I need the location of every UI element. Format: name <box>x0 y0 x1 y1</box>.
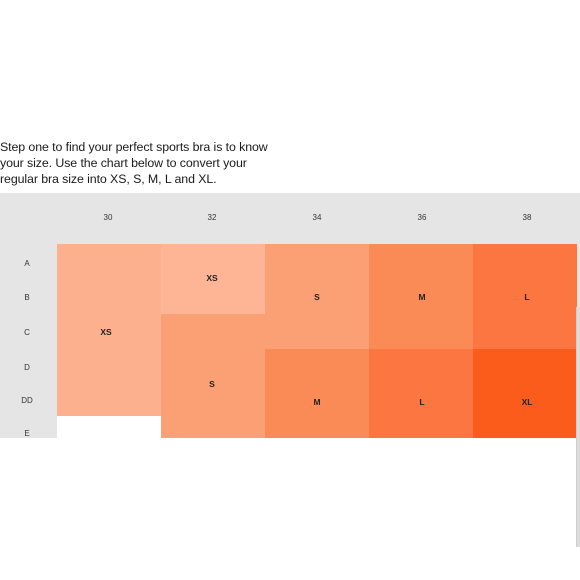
intro-line-2: your size. Use the chart below to conver… <box>0 156 247 170</box>
l-region-36 <box>369 349 473 438</box>
size-label-xl: XL <box>521 397 533 407</box>
xs-region-32 <box>161 244 265 314</box>
size-chart: 30 32 34 36 38 A B C D DD E XS XS S S M … <box>0 193 580 438</box>
intro-line-3: regular bra size into XS, S, M, L and XL… <box>0 172 217 186</box>
s-region-34 <box>265 244 369 349</box>
cup-label-b: B <box>24 293 30 302</box>
scrollbar[interactable] <box>576 307 580 547</box>
cup-label-c: C <box>24 328 30 337</box>
band-label-34: 34 <box>312 213 322 222</box>
size-label-s: S <box>314 292 320 302</box>
size-label-l: L <box>419 397 425 407</box>
band-label-38: 38 <box>522 213 532 222</box>
cup-label-d: D <box>24 363 30 372</box>
xs-region-30 <box>57 244 161 416</box>
band-label-36: 36 <box>417 213 427 222</box>
intro-line-1: Step one to find your perfect sports bra… <box>0 140 268 154</box>
band-label-32: 32 <box>207 213 217 222</box>
intro-text: Step one to find your perfect sports bra… <box>0 139 320 187</box>
size-label-l: L <box>524 292 530 302</box>
empty-cell-30-e <box>57 416 161 438</box>
m-region-34 <box>265 349 369 438</box>
cup-label-a: A <box>24 259 30 268</box>
m-region-36 <box>369 244 473 349</box>
size-label-xs: XS <box>100 327 112 337</box>
cup-label-e: E <box>24 429 30 438</box>
cup-label-dd: DD <box>21 396 33 405</box>
size-label-s: S <box>209 379 215 389</box>
size-label-m: M <box>418 292 426 302</box>
xl-region-38 <box>473 349 577 438</box>
band-label-30: 30 <box>103 213 113 222</box>
size-label-xs: XS <box>206 273 218 283</box>
l-region-38 <box>473 244 577 349</box>
size-label-m: M <box>313 397 321 407</box>
s-region-32 <box>161 314 265 438</box>
